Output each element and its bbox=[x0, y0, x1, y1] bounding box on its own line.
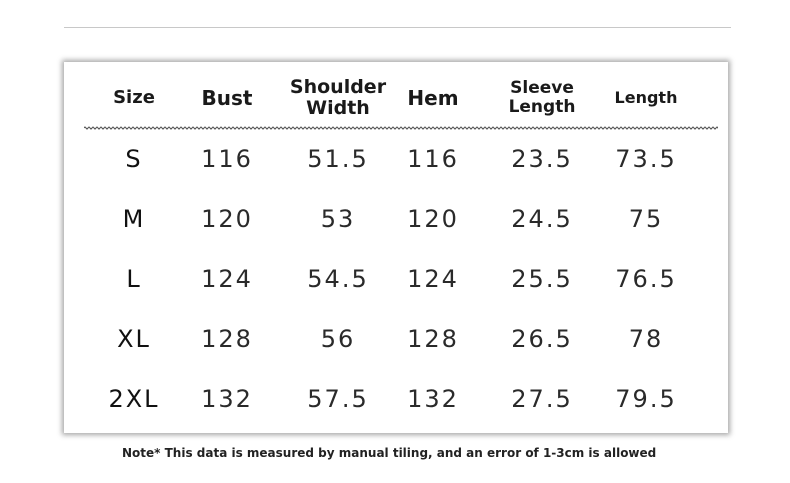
measurement-note: Note* This data is measured by manual ti… bbox=[122, 446, 657, 460]
measurement-cell: 53 bbox=[320, 205, 356, 233]
header-text-line: Width bbox=[306, 97, 370, 119]
measurement-cell: 76.5 bbox=[615, 265, 677, 293]
size-label: XL bbox=[117, 325, 151, 353]
header-bust: Bust bbox=[182, 62, 272, 134]
header-text-line: Length bbox=[508, 97, 576, 117]
measurement-cell: 25.5 bbox=[511, 265, 573, 293]
measurement-cell: 73.5 bbox=[615, 145, 677, 173]
header-text-line: Hem bbox=[407, 86, 459, 110]
measurement-cell: 56 bbox=[320, 325, 356, 353]
measurement-cell: 124 bbox=[407, 265, 459, 293]
measurement-cell: 27.5 bbox=[511, 385, 573, 413]
header-text-line: Sleeve bbox=[510, 78, 574, 99]
header-hem: Hem bbox=[388, 62, 478, 134]
measurement-cell: 124 bbox=[201, 265, 253, 293]
measurement-cell: 75 bbox=[628, 205, 664, 233]
measurement-cell: 120 bbox=[407, 205, 459, 233]
size-chart-card bbox=[64, 62, 728, 433]
size-label: S bbox=[125, 145, 143, 173]
size-label: L bbox=[126, 265, 142, 293]
measurement-cell: 116 bbox=[407, 145, 459, 173]
measurement-cell: 26.5 bbox=[511, 325, 573, 353]
measurement-cell: 78 bbox=[628, 325, 664, 353]
header-sleeve-length: Sleeve Length bbox=[487, 62, 597, 134]
header-text-line: Bust bbox=[201, 86, 253, 110]
header-size: Size bbox=[89, 62, 179, 134]
measurement-cell: 51.5 bbox=[307, 145, 369, 173]
size-label: M bbox=[122, 205, 146, 233]
measurement-cell: 116 bbox=[201, 145, 253, 173]
measurement-cell: 54.5 bbox=[307, 265, 369, 293]
top-divider bbox=[64, 27, 731, 28]
measurement-cell: 128 bbox=[407, 325, 459, 353]
measurement-cell: 128 bbox=[201, 325, 253, 353]
header-text-line: Size bbox=[113, 87, 155, 109]
header-length: Length bbox=[596, 62, 696, 134]
header-divider bbox=[84, 126, 718, 130]
header-text-line: Length bbox=[614, 88, 678, 108]
header-shoulder-width: Shoulder Width bbox=[278, 62, 398, 134]
size-label: 2XL bbox=[108, 385, 160, 413]
measurement-cell: 23.5 bbox=[511, 145, 573, 173]
header-text-line: Shoulder bbox=[289, 76, 387, 99]
measurement-cell: 79.5 bbox=[615, 385, 677, 413]
measurement-cell: 120 bbox=[201, 205, 253, 233]
measurement-cell: 57.5 bbox=[307, 385, 369, 413]
measurement-cell: 132 bbox=[407, 385, 459, 413]
measurement-cell: 132 bbox=[201, 385, 253, 413]
measurement-cell: 24.5 bbox=[511, 205, 573, 233]
